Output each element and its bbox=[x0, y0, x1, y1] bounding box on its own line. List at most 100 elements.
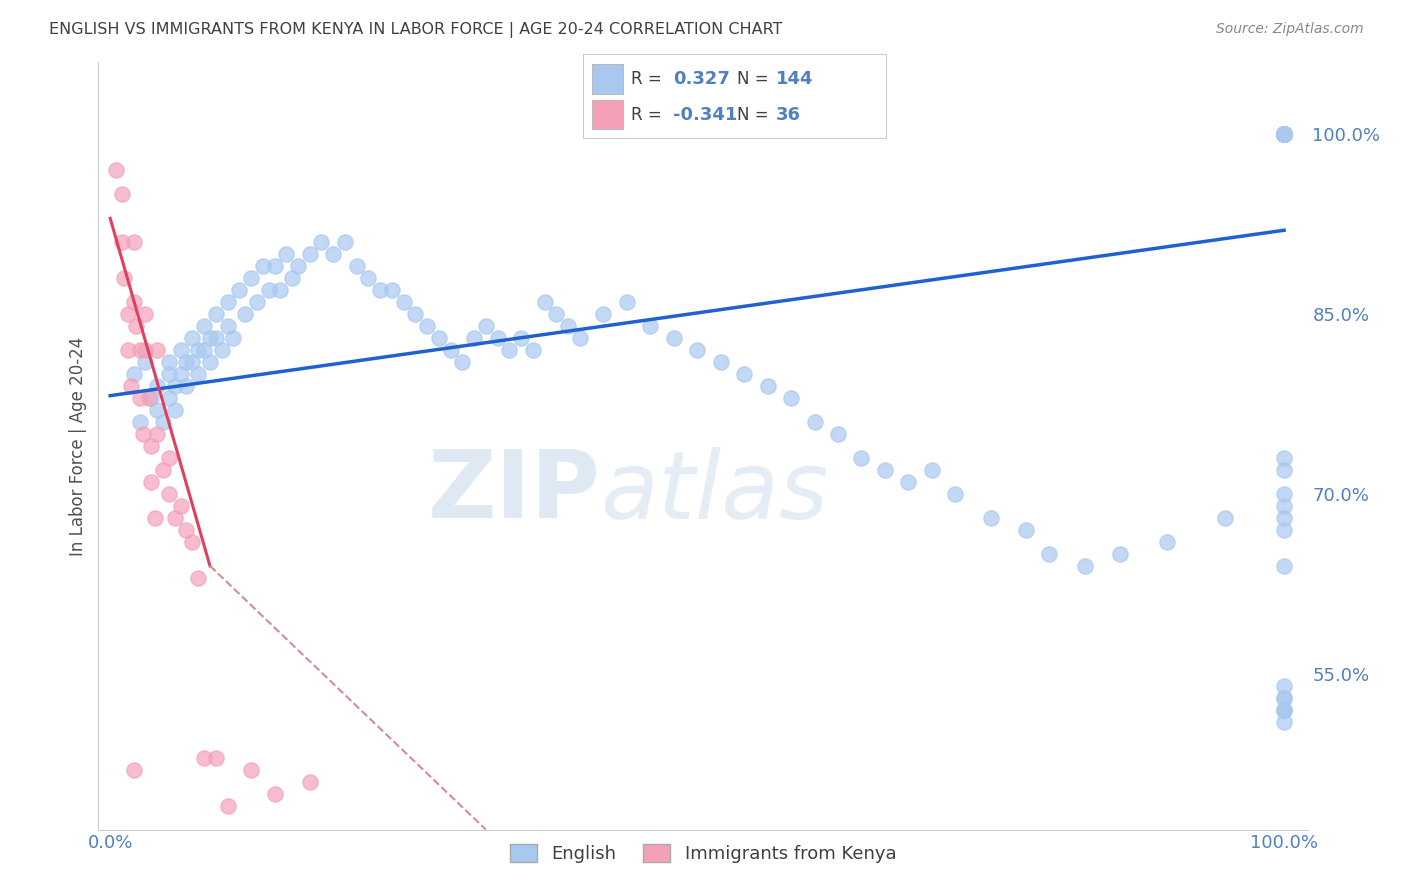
Text: N =: N = bbox=[737, 70, 773, 88]
Point bbox=[1272, 463, 1295, 477]
Point bbox=[138, 391, 160, 405]
Point bbox=[125, 319, 148, 334]
Point bbox=[1272, 703, 1295, 717]
Point bbox=[1272, 511, 1295, 525]
Point bbox=[146, 379, 169, 393]
Point bbox=[1272, 128, 1295, 142]
Point bbox=[1272, 128, 1295, 142]
Point bbox=[228, 283, 250, 297]
Point bbox=[157, 391, 180, 405]
Point bbox=[1272, 128, 1295, 142]
Point bbox=[163, 511, 186, 525]
Point bbox=[638, 319, 661, 334]
Point bbox=[257, 283, 280, 297]
Point bbox=[1272, 128, 1295, 142]
Point bbox=[1272, 128, 1295, 142]
Text: 0.327: 0.327 bbox=[673, 70, 730, 88]
Point bbox=[1272, 128, 1295, 142]
Point bbox=[187, 343, 209, 358]
Point bbox=[134, 307, 156, 321]
Point bbox=[176, 379, 198, 393]
Point bbox=[557, 319, 579, 334]
Point bbox=[1272, 128, 1295, 142]
Point bbox=[1272, 128, 1295, 142]
Point bbox=[217, 295, 239, 310]
Point bbox=[1272, 128, 1295, 142]
Point bbox=[1038, 547, 1060, 561]
Point bbox=[1272, 679, 1295, 693]
Point bbox=[439, 343, 461, 358]
Text: ENGLISH VS IMMIGRANTS FROM KENYA IN LABOR FORCE | AGE 20-24 CORRELATION CHART: ENGLISH VS IMMIGRANTS FROM KENYA IN LABO… bbox=[49, 22, 783, 38]
Point bbox=[240, 271, 263, 285]
Point bbox=[1015, 523, 1038, 537]
Point bbox=[1272, 128, 1295, 142]
Point bbox=[803, 415, 825, 429]
Point bbox=[1272, 714, 1295, 729]
Point bbox=[1272, 128, 1295, 142]
Point bbox=[163, 403, 186, 417]
Point bbox=[269, 283, 291, 297]
Point bbox=[1272, 128, 1295, 142]
Point bbox=[662, 331, 685, 345]
Point bbox=[1073, 558, 1095, 573]
Point bbox=[117, 343, 139, 358]
Point bbox=[945, 487, 967, 501]
Point bbox=[141, 475, 163, 489]
Point bbox=[281, 271, 304, 285]
Point bbox=[134, 343, 156, 358]
Point bbox=[276, 247, 298, 261]
Point bbox=[1272, 128, 1295, 142]
Point bbox=[1272, 558, 1295, 573]
Point bbox=[1272, 128, 1295, 142]
Point bbox=[111, 235, 134, 250]
Point bbox=[1272, 499, 1295, 513]
Point bbox=[193, 319, 215, 334]
Point bbox=[122, 763, 145, 777]
Text: ZIP: ZIP bbox=[427, 446, 600, 538]
Point bbox=[1272, 128, 1295, 142]
Point bbox=[233, 307, 256, 321]
Point bbox=[1272, 128, 1295, 142]
Point bbox=[546, 307, 568, 321]
Point bbox=[132, 427, 155, 442]
Point bbox=[357, 271, 380, 285]
Point bbox=[780, 391, 803, 405]
Point bbox=[1272, 128, 1295, 142]
Point bbox=[1272, 128, 1295, 142]
Point bbox=[122, 367, 145, 381]
Point bbox=[897, 475, 920, 489]
Point bbox=[568, 331, 591, 345]
Point bbox=[1272, 128, 1295, 142]
Point bbox=[921, 463, 943, 477]
Point bbox=[141, 439, 163, 453]
Point bbox=[143, 511, 166, 525]
Text: R =: R = bbox=[631, 70, 668, 88]
Point bbox=[198, 331, 221, 345]
Point bbox=[152, 415, 174, 429]
Point bbox=[1272, 128, 1295, 142]
Point bbox=[157, 450, 180, 465]
Point bbox=[181, 534, 204, 549]
Point bbox=[204, 331, 226, 345]
Point bbox=[169, 499, 191, 513]
Point bbox=[128, 415, 150, 429]
Point bbox=[1272, 128, 1295, 142]
Point bbox=[486, 331, 509, 345]
Point bbox=[157, 355, 180, 369]
Point bbox=[146, 427, 169, 442]
Point bbox=[157, 367, 180, 381]
Point bbox=[105, 163, 128, 178]
Point bbox=[1272, 128, 1295, 142]
Point bbox=[980, 511, 1002, 525]
Point bbox=[1272, 128, 1295, 142]
Point bbox=[1272, 450, 1295, 465]
Point bbox=[128, 391, 150, 405]
Point bbox=[128, 343, 150, 358]
Point bbox=[1272, 128, 1295, 142]
Point bbox=[404, 307, 426, 321]
Point bbox=[1215, 511, 1237, 525]
Point bbox=[1272, 128, 1295, 142]
Point bbox=[1272, 703, 1295, 717]
Point bbox=[240, 763, 263, 777]
Point bbox=[217, 319, 239, 334]
